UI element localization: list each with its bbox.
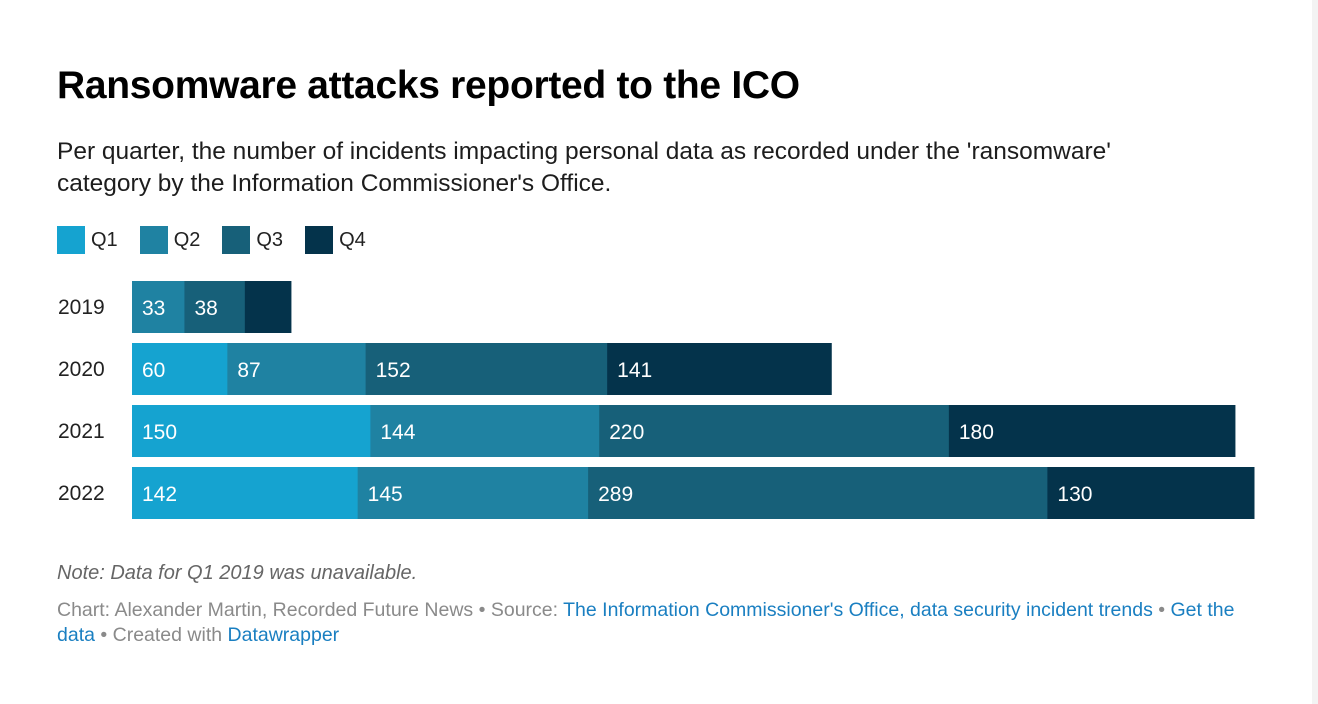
bar-2022-q1 [132, 467, 359, 519]
source-link[interactable]: The Information Commissioner's Office, d… [563, 599, 1153, 621]
data-label: 289 [598, 483, 633, 506]
data-label: 180 [959, 421, 994, 444]
get-data-link[interactable]: Get the data [57, 599, 1235, 646]
bar-2022-q3 [588, 467, 1048, 519]
legend-item-q4: Q4 [305, 226, 366, 254]
category-label: 2021 [58, 420, 105, 443]
bar-2022-q4 [1047, 467, 1255, 519]
bar-2020-q1 [132, 343, 228, 395]
byline: Chart: Alexander Martin, Recorded Future… [57, 599, 474, 621]
legend-item-q2: Q2 [139, 226, 201, 254]
legend: Q1 Q2 Q3 Q4 [57, 226, 388, 254]
data-label: 152 [376, 359, 411, 382]
bar-2019-q4 [244, 281, 292, 333]
data-label: 220 [609, 421, 644, 444]
bar-2021-q4 [948, 405, 1236, 457]
category-label: 2019 [58, 296, 105, 319]
chart-note: Note: Data for Q1 2019 was unavailable. [57, 562, 418, 584]
legend-swatch [222, 226, 251, 254]
legend-item-q1: Q1 [57, 226, 118, 254]
category-label: 2020 [58, 358, 105, 381]
data-label: 141 [617, 359, 652, 382]
separator: • [94, 624, 113, 646]
legend-label: Q3 [256, 228, 284, 251]
data-label: 87 [237, 359, 260, 382]
created-with-label: Created with [112, 624, 228, 646]
legend-swatch [57, 226, 85, 254]
chart-subtitle: Per quarter, the number of incidents imp… [57, 138, 1111, 197]
bar-2020-q3 [365, 343, 608, 395]
legend-label: Q4 [339, 228, 366, 251]
bar-2019-q3 [184, 281, 246, 333]
page-edge [1312, 0, 1318, 704]
chart-footer: Chart: Alexander Martin, Recorded Future… [57, 598, 1257, 648]
source-label: Source: [490, 599, 564, 621]
bar-2019-q2 [132, 281, 185, 333]
legend-label: Q1 [91, 228, 118, 251]
bar-2020-q4 [607, 343, 832, 395]
bar-2021-q2 [370, 405, 600, 457]
separator: • [1152, 599, 1171, 621]
data-label: 38 [194, 297, 217, 320]
category-label: 2022 [58, 482, 105, 505]
data-label: 33 [142, 297, 165, 320]
bar-2021-q3 [599, 405, 950, 457]
data-label: 130 [1057, 483, 1092, 506]
datawrapper-link[interactable]: Datawrapper [227, 624, 340, 646]
chart-title: Ransomware attacks reported to the ICO [57, 64, 800, 107]
legend-swatch [139, 226, 168, 254]
data-label: 60 [142, 359, 165, 382]
data-label: 145 [368, 483, 403, 506]
data-label: 144 [380, 421, 415, 444]
legend-item-q3: Q3 [222, 226, 283, 254]
data-label: 142 [142, 483, 177, 506]
bar-2021-q1 [132, 405, 371, 457]
bar-2020-q2 [227, 343, 367, 395]
legend-swatch [305, 226, 334, 254]
legend-label: Q2 [173, 228, 201, 251]
separator: • [473, 599, 491, 621]
data-label: 150 [142, 421, 177, 444]
bar-2022-q2 [357, 467, 589, 519]
